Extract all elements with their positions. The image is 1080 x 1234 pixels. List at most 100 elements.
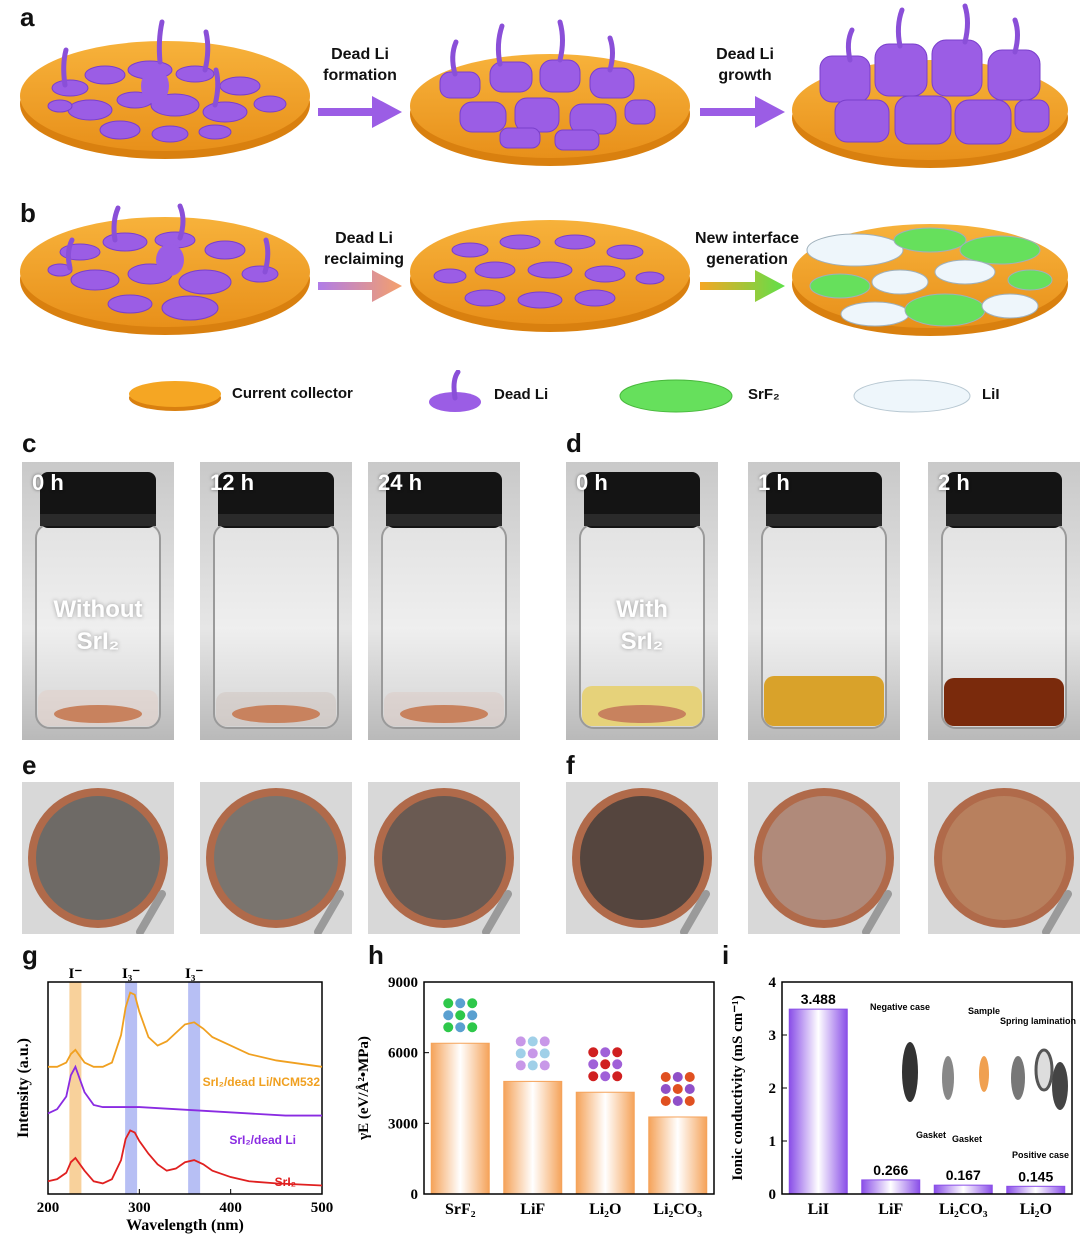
copper-coin — [598, 705, 686, 723]
category-label: Li₂CO₃ — [939, 1201, 988, 1218]
series-label: SrI₂/dead Li — [229, 1133, 296, 1147]
legend-deadli-swatch — [429, 370, 481, 412]
y-tick-label: 0 — [769, 1187, 777, 1203]
category-label: Li₂O — [1020, 1201, 1052, 1218]
vial-photo-c-1: 12 h — [200, 462, 352, 740]
gasket-part — [1011, 1056, 1025, 1100]
atom — [612, 1047, 623, 1058]
panel-f-label: f — [566, 750, 575, 780]
collector-disc-b2 — [410, 220, 690, 332]
value-label: 0.266 — [873, 1162, 908, 1178]
series-line — [47, 1064, 322, 1117]
legend-srf2: SrF₂ — [748, 386, 780, 403]
atom — [660, 1071, 671, 1082]
atom — [600, 1047, 611, 1058]
atom — [467, 1022, 478, 1033]
overlay-line2: SrI₂ — [76, 628, 120, 655]
crystal-structure-icon — [588, 1047, 623, 1082]
atom — [684, 1071, 695, 1082]
disc-drawing — [28, 788, 168, 934]
disc-surface — [214, 796, 338, 920]
crystal-structure-icon — [515, 1036, 550, 1071]
bar — [503, 1080, 563, 1195]
arrow-b2 — [700, 270, 785, 302]
overlay-line1: With — [616, 596, 668, 623]
y-tick-label: 4 — [769, 975, 777, 991]
x-axis-label: Wavelength (nm) — [126, 1217, 244, 1234]
atom — [660, 1083, 671, 1094]
atom — [684, 1083, 695, 1094]
panel-a-step2-text: Dead Li growth — [716, 46, 774, 84]
legend-lii: LiI — [982, 386, 1000, 403]
x-tick-label: 200 — [37, 1200, 60, 1216]
atom — [672, 1095, 683, 1106]
bar — [575, 1091, 635, 1195]
atom — [443, 1010, 454, 1021]
tweezer — [482, 890, 512, 934]
value-label: 3.488 — [801, 991, 836, 1007]
coin-cell-inset — [902, 1042, 1068, 1110]
value-label: 0.145 — [1018, 1168, 1053, 1184]
y-tick-label: 3000 — [388, 1116, 418, 1132]
panel-d-label: d — [566, 428, 582, 458]
atom — [455, 1022, 466, 1033]
panel-e-label: e — [22, 750, 37, 780]
inset-label: Gasket — [916, 1130, 946, 1140]
time-label: 0 h — [576, 470, 608, 495]
chart-h-gammaE: SrF₂ LiF Li₂O Li₂CO₃ 0 3000 6000 9000 γE (eV/Å²•… — [356, 975, 715, 1218]
arrow-b1 — [318, 270, 402, 302]
crystal-structure-icon — [443, 998, 478, 1033]
vial-liquid — [944, 678, 1064, 726]
panel-a-step1-text: Dead Li formation — [323, 46, 397, 84]
panel-i-label: i — [722, 940, 730, 970]
band-annotation: I₃⁻ — [122, 966, 140, 982]
disc-drawing — [572, 788, 712, 934]
category-label: LiF — [878, 1201, 903, 1218]
disc-surface — [762, 796, 886, 920]
crystal-structure-icon — [660, 1071, 695, 1106]
bar — [430, 1042, 490, 1195]
series-line — [48, 991, 323, 1068]
legend-lii-swatch — [853, 379, 971, 413]
series-label: SrI₂/dead Li/NCM532 — [203, 1075, 321, 1089]
vial-drawing — [761, 472, 887, 729]
panel-a-schematic — [20, 3, 1068, 168]
vial-drawing — [941, 472, 1067, 729]
atom — [588, 1071, 599, 1082]
atom — [527, 1048, 538, 1059]
inset-label: Negative case — [870, 1002, 930, 1012]
y-tick-label: 1 — [769, 1134, 777, 1150]
time-label: 0 h — [32, 470, 64, 495]
legend-collector-swatch — [129, 381, 221, 411]
panel-c-label: c — [22, 428, 37, 458]
atom — [455, 998, 466, 1009]
y-axis-label: γE (eV/Å²•MPa) — [356, 1036, 372, 1141]
disc-surface — [382, 796, 506, 920]
bar — [933, 1184, 993, 1195]
x-tick-label: 500 — [311, 1200, 334, 1216]
category-label: LiF — [520, 1201, 545, 1218]
panel-h-label: h — [368, 940, 384, 970]
legend-srf2-swatch — [619, 379, 733, 413]
legend-current-collector: Current collector — [232, 385, 353, 402]
arrow-a2 — [700, 96, 785, 128]
vial-photo-d-0: 0 h With SrI₂ — [566, 462, 718, 740]
inset-label: Gasket — [952, 1134, 982, 1144]
time-label: 2 h — [938, 470, 970, 495]
plot-frame — [47, 981, 323, 1195]
vial-drawing — [35, 472, 161, 729]
vial-cap-rim — [386, 514, 502, 526]
atom — [467, 1010, 478, 1021]
disc-photo-f-1 — [748, 782, 900, 934]
y-axis-label: Intensity (a.u.) — [15, 1038, 32, 1138]
vial-photo-d-1: 1 h — [748, 462, 900, 740]
chart-i-conductivity: LiI 3.488 LiF 0.266 Li₂CO₃ 0.167 Li₂O 0.145 0 1 2 3… — [730, 975, 1076, 1218]
bar — [648, 1116, 708, 1195]
atom — [672, 1071, 683, 1082]
atom — [527, 1060, 538, 1071]
disc-surface — [942, 796, 1066, 920]
collector-disc-a1 — [20, 19, 310, 159]
collector-disc-b3 — [792, 224, 1068, 336]
vial-overlay-text: With SrI₂ — [566, 594, 718, 658]
vial-overlay-text: Without SrI₂ — [22, 594, 174, 658]
